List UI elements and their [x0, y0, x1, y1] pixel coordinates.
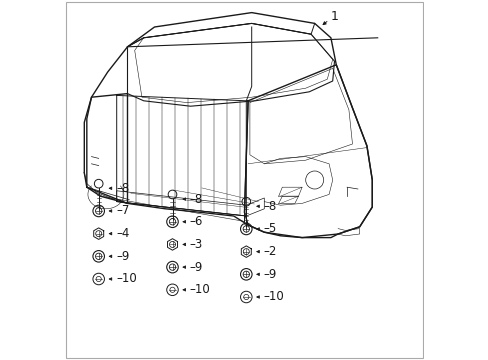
- Text: –3: –3: [189, 238, 203, 251]
- Text: –10: –10: [116, 273, 137, 285]
- Text: –6: –6: [189, 215, 203, 228]
- Text: 1: 1: [330, 10, 338, 23]
- Text: –8: –8: [189, 193, 203, 206]
- Text: –5: –5: [263, 222, 276, 235]
- Text: –10: –10: [189, 283, 210, 296]
- Text: –2: –2: [263, 245, 276, 258]
- Text: –9: –9: [116, 250, 129, 263]
- Text: –8: –8: [116, 182, 129, 195]
- Text: –4: –4: [116, 227, 129, 240]
- Text: –7: –7: [116, 204, 129, 217]
- Text: –9: –9: [189, 261, 203, 274]
- Text: –9: –9: [263, 268, 276, 281]
- Text: –10: –10: [263, 291, 284, 303]
- Text: –8: –8: [263, 200, 276, 213]
